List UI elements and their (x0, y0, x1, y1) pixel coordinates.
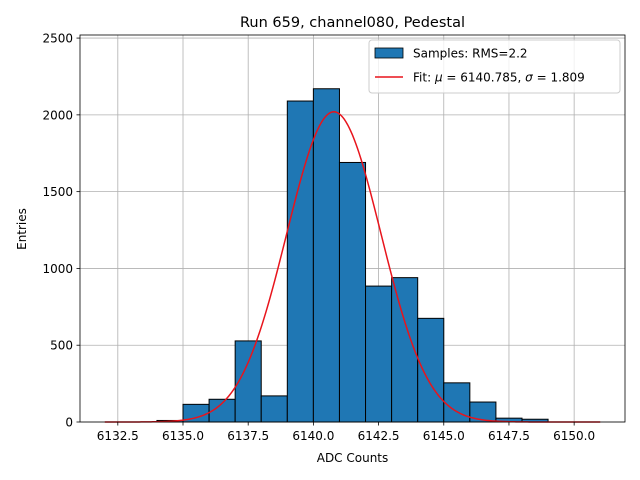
legend: Samples: RMS=2.2 Fit: μ = 6140.785, σ = … (368, 39, 621, 94)
x-tick-label: 6132.5 (97, 429, 139, 443)
histogram-bars (156, 88, 549, 423)
y-tick-label: 1500 (42, 185, 73, 199)
histogram-bar (260, 395, 288, 423)
legend-box (368, 39, 621, 94)
x-tick-label: 6145.0 (423, 429, 465, 443)
x-tick-label: 6142.5 (358, 429, 400, 443)
x-axis: 6132.5 6135.0 6137.5 6140.0 6142.5 6145.0 6147… (97, 422, 595, 443)
chart-title: Run 659, channel080, Pedestal (240, 15, 465, 31)
histogram-bar (469, 401, 497, 423)
y-axis: 0 500 1000 1500 2000 2500 (42, 32, 80, 430)
legend-fit-label: Fit: μ = 6140.785, σ = 1.809 (413, 71, 585, 85)
x-tick-label: 6137.5 (227, 429, 269, 443)
histogram-bar (391, 277, 419, 423)
plot-frame (79, 34, 626, 423)
histogram-bar (338, 161, 367, 423)
y-tick-label: 2000 (42, 108, 73, 122)
x-tick-label: 6140.0 (292, 429, 334, 443)
histogram-bar (417, 317, 445, 423)
y-tick-label: 500 (50, 339, 73, 353)
legend-samples-label: Samples: RMS=2.2 (413, 47, 528, 61)
y-axis-label: Entries (15, 208, 29, 250)
y-tick-label: 0 (65, 416, 73, 430)
x-tick-label: 6147.5 (488, 429, 530, 443)
y-tick-label: 1000 (42, 262, 73, 276)
x-axis-label: ADC Counts (317, 451, 389, 465)
histogram-bar (365, 285, 393, 423)
y-tick-label: 2500 (42, 32, 73, 46)
legend-samples-swatch (374, 47, 404, 59)
histogram-bar (312, 88, 340, 423)
x-tick-label: 6150.0 (553, 429, 595, 443)
histogram-bar (286, 100, 314, 423)
x-tick-label: 6135.0 (162, 429, 204, 443)
